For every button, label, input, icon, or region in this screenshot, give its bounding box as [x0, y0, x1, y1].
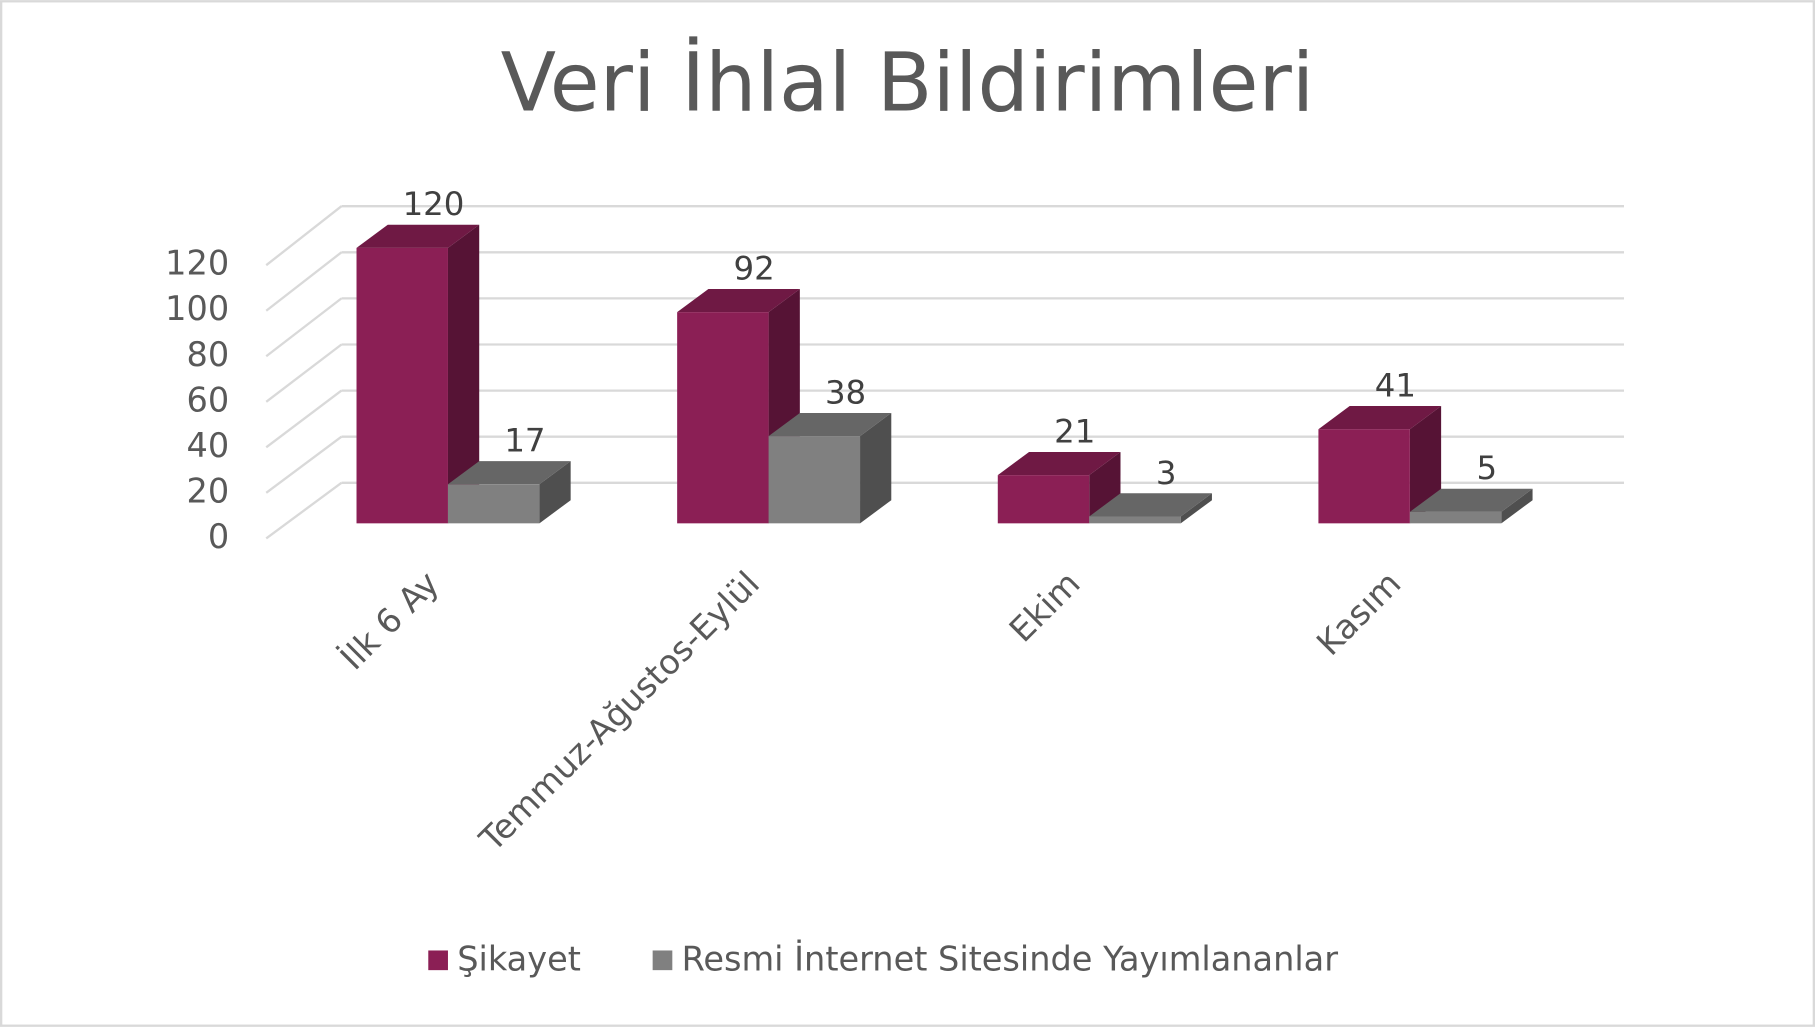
y-tick-label: 120: [165, 244, 229, 283]
bar: [447, 484, 540, 524]
bar-top: [997, 451, 1121, 476]
y-tick-label: 100: [165, 289, 229, 328]
grid-line: [265, 389, 343, 449]
grid-line: [265, 435, 343, 494]
bar-top: [1318, 406, 1442, 430]
data-label: 17: [504, 422, 545, 460]
bar-side: [447, 224, 480, 524]
legend-swatch: [652, 950, 673, 971]
grid-line: [265, 481, 343, 540]
bar-top: [1089, 493, 1212, 517]
legend-swatch: [428, 950, 448, 971]
y-tick-label: 80: [187, 335, 230, 374]
bar-side: [1180, 493, 1212, 524]
bar-top: [768, 412, 892, 437]
y-tick-label: 60: [187, 380, 230, 419]
bar-side: [539, 461, 571, 524]
bar-top: [677, 288, 800, 313]
y-tick-label: 20: [187, 471, 230, 510]
bar-side: [1501, 488, 1533, 524]
bar-side: [860, 412, 892, 524]
grid-line: [265, 343, 343, 403]
bar-top: [1409, 488, 1533, 512]
legend-label: Resmi İnternet Sitesinde Yayımlananlar: [682, 939, 1339, 978]
data-label: 92: [734, 249, 775, 287]
bar: [1409, 511, 1502, 524]
grid-line: [265, 251, 343, 312]
legend-label: Şikayet: [457, 939, 581, 978]
bar-side: [1409, 406, 1442, 524]
bar-top: [356, 224, 480, 248]
bar: [1089, 516, 1181, 524]
bar: [356, 247, 448, 524]
grid-line: [265, 297, 343, 358]
bar: [997, 475, 1090, 524]
y-tick-label: 0: [208, 517, 229, 556]
bar: [1318, 429, 1410, 524]
y-tick-label: 40: [187, 426, 230, 465]
data-label: 5: [1477, 449, 1498, 487]
data-label: 120: [403, 185, 465, 223]
data-label: 38: [825, 373, 866, 411]
data-label: 41: [1375, 367, 1416, 405]
bar-top: [447, 461, 571, 485]
grid-line: [265, 205, 343, 267]
data-label: 21: [1054, 412, 1095, 450]
bar: [768, 436, 861, 524]
bar: [677, 312, 769, 524]
data-label: 3: [1156, 454, 1177, 492]
chart-title: Veri İhlal Bildirimleri: [501, 36, 1315, 131]
